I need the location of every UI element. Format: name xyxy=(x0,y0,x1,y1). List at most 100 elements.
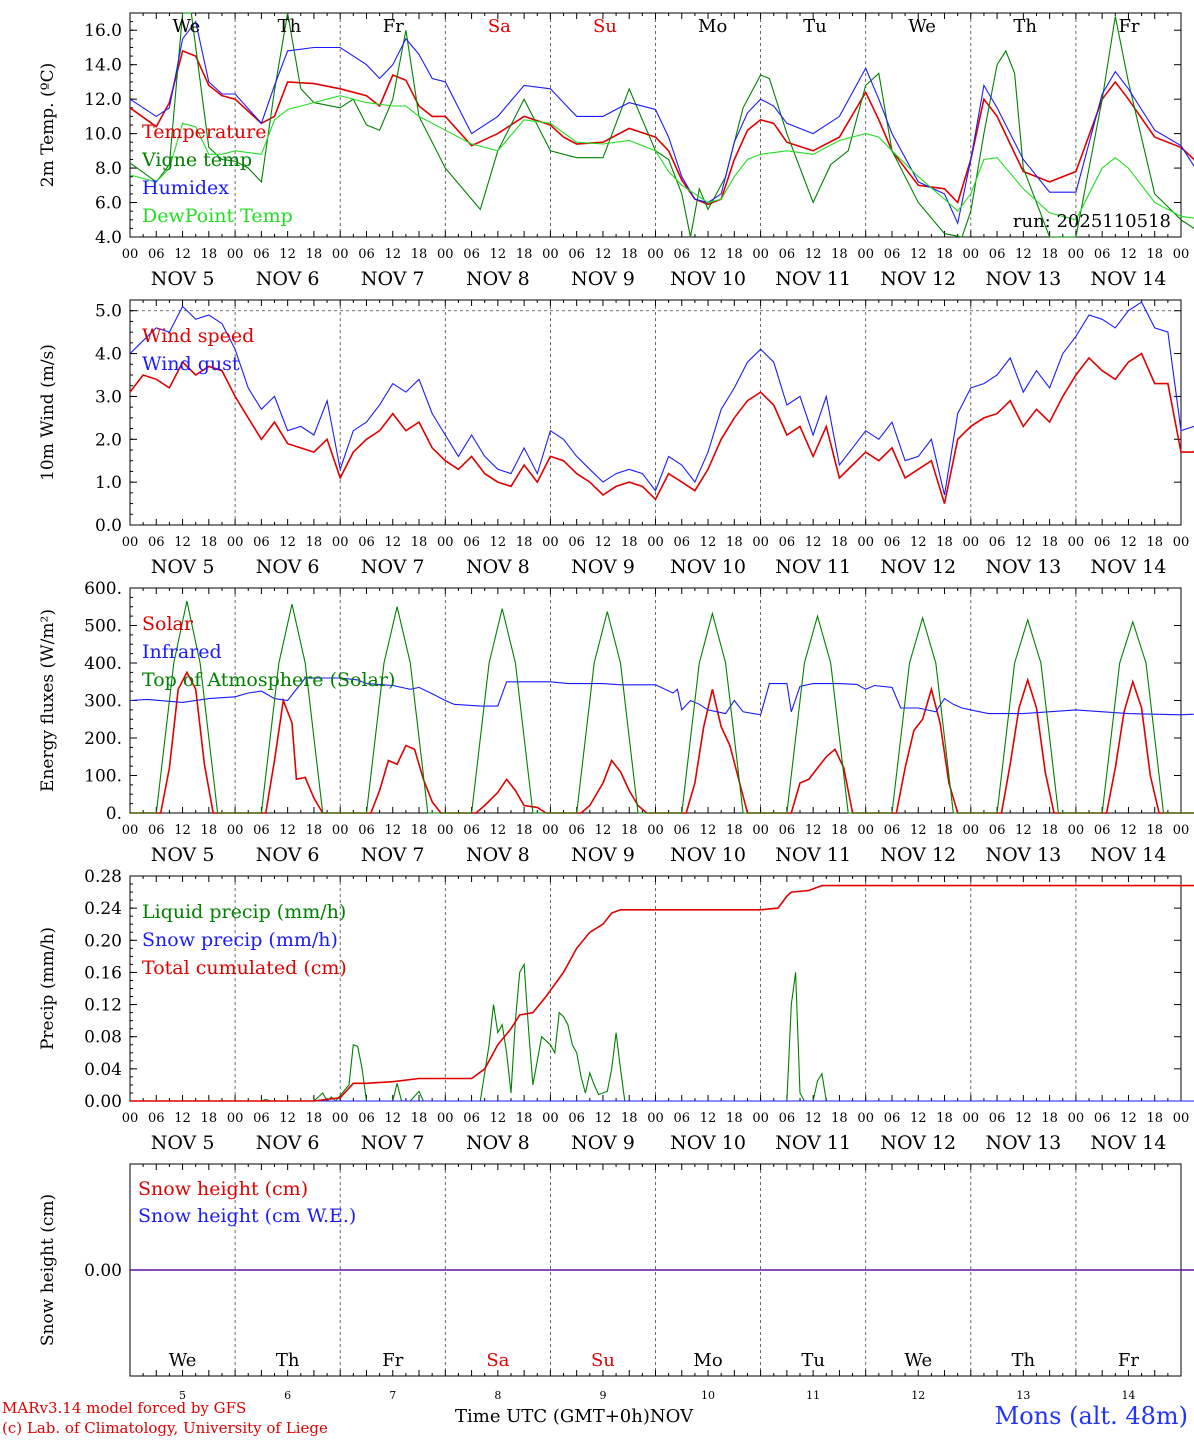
y-axis-label: 2m Temp. (ºC) xyxy=(38,63,58,188)
hour-tick-label: 06 xyxy=(779,1111,796,1126)
dow-label: We xyxy=(904,1350,932,1371)
hour-tick-label: 06 xyxy=(568,1111,585,1126)
hour-tick-label: 00 xyxy=(857,535,874,550)
date-label: NOV 6 xyxy=(256,844,320,866)
hour-tick-label: 00 xyxy=(647,247,664,262)
hour-tick-label: 06 xyxy=(148,535,165,550)
dow-label: Tu xyxy=(803,16,827,37)
y-tick-label: 400. xyxy=(84,654,122,674)
hour-tick-label: 18 xyxy=(411,535,428,550)
dow-label: We xyxy=(908,16,936,37)
hour-tick-label: 06 xyxy=(568,823,585,838)
date-label: NOV 8 xyxy=(466,556,530,578)
hour-tick-label: 18 xyxy=(831,823,848,838)
hour-tick-label: 06 xyxy=(1094,247,1111,262)
hour-tick-label: 18 xyxy=(516,535,533,550)
hour-tick-label: 00 xyxy=(647,1111,664,1126)
series-line-liquid-precip-mm-h- xyxy=(130,962,1194,1102)
hour-tick-label: 18 xyxy=(831,1111,848,1126)
hour-tick-label: 18 xyxy=(726,247,743,262)
hour-tick-label: 12 xyxy=(700,535,717,550)
date-label: NOV 8 xyxy=(466,268,530,290)
date-label: NOV 12 xyxy=(880,844,956,866)
date-label: NOV 9 xyxy=(571,1132,635,1154)
legend-liquid-precip-mm-h-: Liquid precip (mm/h) xyxy=(142,901,346,923)
date-label: NOV 14 xyxy=(1091,1132,1167,1154)
hour-tick-label: 00 xyxy=(332,823,349,838)
hour-tick-label: 18 xyxy=(726,1111,743,1126)
hour-tick-label: 06 xyxy=(674,1111,691,1126)
hour-tick-label: 12 xyxy=(490,535,507,550)
hour-tick-label: 12 xyxy=(384,535,401,550)
hour-tick-label: 12 xyxy=(805,535,822,550)
hour-tick-label: 00 xyxy=(437,247,454,262)
dow-label: We xyxy=(173,16,201,37)
hour-tick-label: 12 xyxy=(805,823,822,838)
date-label: NOV 13 xyxy=(985,1132,1061,1154)
date-label: NOV 9 xyxy=(571,268,635,290)
hour-tick-label: 12 xyxy=(595,1111,612,1126)
hour-tick-label: 18 xyxy=(936,535,953,550)
date-label: NOV 8 xyxy=(466,844,530,866)
hour-tick-label: 00 xyxy=(227,1111,244,1126)
dow-label: Su xyxy=(591,1350,615,1371)
hour-tick-label: 00 xyxy=(752,1111,769,1126)
hour-tick-label: 00 xyxy=(857,247,874,262)
hour-tick-label: 12 xyxy=(595,823,612,838)
hour-tick-label: 18 xyxy=(936,247,953,262)
hour-tick-label: 00 xyxy=(542,247,559,262)
y-tick-label: 4.0 xyxy=(95,228,122,248)
hour-tick-label: 12 xyxy=(700,247,717,262)
hour-tick-label: 06 xyxy=(148,247,165,262)
y-tick-label: 0.28 xyxy=(84,867,122,887)
series-line-vigne-temp xyxy=(129,12,1194,238)
hour-tick-label: 00 xyxy=(437,535,454,550)
hour-tick-label: 12 xyxy=(805,1111,822,1126)
hour-tick-label: 12 xyxy=(910,535,927,550)
date-label: NOV 11 xyxy=(775,1132,851,1154)
hour-tick-label: 12 xyxy=(174,535,191,550)
hour-tick-label: 18 xyxy=(831,247,848,262)
hour-tick-label: 12 xyxy=(1015,247,1032,262)
y-axis-label: Energy fluxes (W/m²) xyxy=(38,609,58,792)
hour-tick-label: 12 xyxy=(490,1111,507,1126)
hour-tick-label: 06 xyxy=(148,1111,165,1126)
hour-tick-label: 18 xyxy=(936,1111,953,1126)
y-tick-label: 4.0 xyxy=(95,345,122,365)
dow-label: Mo xyxy=(698,16,727,37)
hour-tick-label: 12 xyxy=(1120,1111,1137,1126)
hour-tick-label: 06 xyxy=(358,823,375,838)
date-label: NOV 10 xyxy=(670,1132,746,1154)
hour-tick-label: 12 xyxy=(805,247,822,262)
hour-tick-label: 12 xyxy=(384,247,401,262)
date-label: NOV 6 xyxy=(256,556,320,578)
hour-tick-label: 18 xyxy=(1146,1111,1163,1126)
hour-tick-label: 06 xyxy=(1094,823,1111,838)
hour-tick-label: 00 xyxy=(752,247,769,262)
date-label: NOV 10 xyxy=(670,844,746,866)
x-axis-month: NOV xyxy=(649,1406,694,1427)
hour-tick-label: 00 xyxy=(437,823,454,838)
hour-tick-label: 06 xyxy=(779,247,796,262)
model-credit: MARv3.14 model forced by GFS xyxy=(2,1399,247,1417)
run-label: run: 2025110518 xyxy=(1013,211,1171,232)
hour-tick-label: 18 xyxy=(621,1111,638,1126)
date-label: NOV 12 xyxy=(880,1132,956,1154)
hour-tick-label: 06 xyxy=(989,823,1006,838)
hour-tick-label: 06 xyxy=(253,823,270,838)
date-label: NOV 8 xyxy=(466,1132,530,1154)
date-label: NOV 12 xyxy=(880,268,956,290)
hour-tick-label: 18 xyxy=(306,247,323,262)
hour-tick-label: 00 xyxy=(437,1111,454,1126)
y-tick-label: 300. xyxy=(84,692,122,712)
hour-tick-label: 18 xyxy=(726,823,743,838)
hour-tick-label: 12 xyxy=(384,1111,401,1126)
series-line-dewpoint-temp xyxy=(129,95,1194,221)
date-label: NOV 5 xyxy=(151,844,215,866)
hour-tick-label: 06 xyxy=(884,1111,901,1126)
hour-tick-label: 00 xyxy=(1173,535,1190,550)
date-label: NOV 13 xyxy=(985,268,1061,290)
hour-tick-label: 00 xyxy=(1068,1111,1085,1126)
hour-tick-label: 18 xyxy=(831,535,848,550)
